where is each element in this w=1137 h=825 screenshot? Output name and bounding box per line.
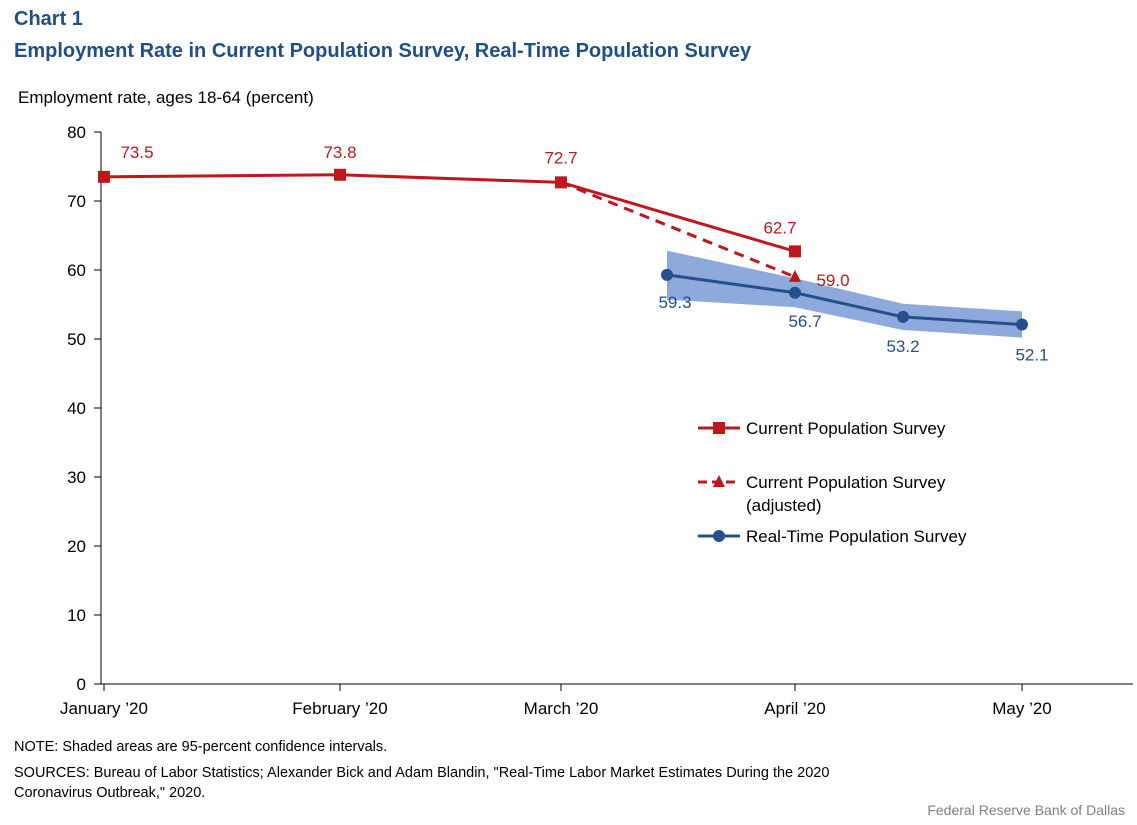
y-tick-label: 40 xyxy=(67,399,86,418)
y-axis-title: Employment rate, ages 18-64 (percent) xyxy=(18,88,314,107)
y-tick-label: 50 xyxy=(67,330,86,349)
chart-plot: 0 10 20 30 40 50 60 70 80 January ’20 February ’20… xyxy=(60,123,1133,718)
x-tick-label: January ’20 xyxy=(60,699,148,718)
y-tick-label: 60 xyxy=(67,261,86,280)
legend-cps-adjusted-marker xyxy=(713,475,725,487)
rtps-line xyxy=(666,273,1023,327)
sources-line-1: SOURCES: Bureau of Labor Statistics; Ale… xyxy=(14,765,830,781)
cps-data-label: 73.8 xyxy=(323,143,356,162)
confidence-band-layer xyxy=(667,250,1022,338)
x-tick-label: May ’20 xyxy=(992,699,1052,718)
x-tick-label: April ’20 xyxy=(764,699,825,718)
rtps-circle-marker xyxy=(661,268,673,281)
legend-cps-adjusted-label-line2: (adjusted) xyxy=(746,496,822,515)
sources-line-2: Coronavirus Outbreak," 2020. xyxy=(14,785,206,801)
rtps-data-label: 59.3 xyxy=(658,293,691,312)
cps-square-marker xyxy=(334,168,346,181)
legend-cps-label: Current Population Survey xyxy=(746,419,946,438)
rtps-circle-marker xyxy=(789,286,801,299)
cps-data-label: 72.7 xyxy=(544,148,577,167)
cps-adjusted-data-label: 59.0 xyxy=(816,271,849,290)
legend: Current Population Survey Current Populat… xyxy=(698,419,967,546)
axes: 0 10 20 30 40 50 60 70 80 January ’20 February ’20… xyxy=(60,123,1133,718)
rtps-data-label: 56.7 xyxy=(788,312,821,331)
data-label-layer: 73.5 73.8 72.7 62.7 59.0 59.3 56.7 53.2 52.1 xyxy=(120,143,1048,365)
chart-label: Chart 1 xyxy=(14,8,83,30)
legend-rtps-label: Real-Time Population Survey xyxy=(746,527,967,546)
legend-cps-adjusted-label-line1: Current Population Survey xyxy=(746,473,946,492)
rtps-circle-marker xyxy=(1016,318,1028,331)
marker-layer xyxy=(98,168,1028,331)
confidence-band xyxy=(667,250,1022,338)
footnote: NOTE: Shaded areas are 95-percent confid… xyxy=(14,739,388,755)
cps-square-marker xyxy=(98,170,110,183)
rtps-circle-marker xyxy=(897,310,909,323)
x-tick-label: February ’20 xyxy=(292,699,387,718)
chart-title: Employment Rate in Current Population Su… xyxy=(14,40,752,62)
rtps-data-label: 52.1 xyxy=(1015,346,1048,365)
cps-data-label: 73.5 xyxy=(120,143,153,162)
cps-data-label: 62.7 xyxy=(763,218,796,237)
y-tick-label: 30 xyxy=(67,468,86,487)
cps-adjusted-triangle-marker xyxy=(789,269,801,282)
y-tick-label: 20 xyxy=(67,537,86,556)
rtps-data-label: 53.2 xyxy=(886,337,919,356)
cps-line xyxy=(103,173,796,253)
credit: Federal Reserve Bank of Dallas xyxy=(927,802,1125,818)
cps-square-marker xyxy=(555,176,567,189)
series-line-layer xyxy=(103,173,1023,327)
y-tick-label: 0 xyxy=(77,675,86,694)
y-tick-label: 10 xyxy=(67,606,86,625)
y-tick-label: 70 xyxy=(67,192,86,211)
x-tick-label: March ’20 xyxy=(524,699,599,718)
legend-rtps-marker xyxy=(713,530,725,542)
legend-cps-marker xyxy=(713,422,725,434)
y-tick-label: 80 xyxy=(67,123,86,142)
cps-square-marker xyxy=(789,245,801,258)
cps-adjusted-line xyxy=(560,180,796,279)
